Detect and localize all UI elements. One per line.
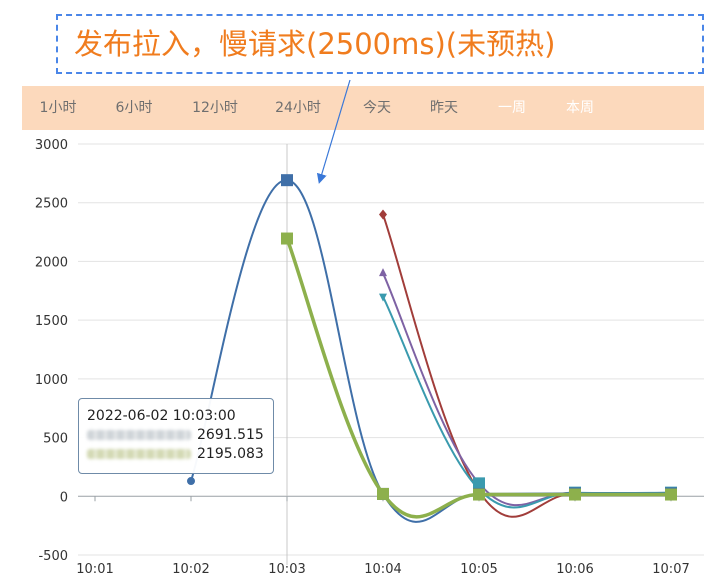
y-tick-label: 2000 (35, 255, 68, 270)
data-point (379, 268, 387, 277)
x-tick-label: 10:07 (652, 562, 689, 577)
data-point (569, 488, 581, 501)
title-box: 发布拉入，慢请求(2500ms)(未预热) (56, 14, 704, 74)
data-point (187, 477, 195, 486)
tooltip-row-1: 2691.515 (87, 426, 265, 445)
tooltip-series-name-redacted (87, 449, 191, 459)
range-tab-5[interactable]: 昨天 (430, 100, 458, 116)
series-line (382, 296, 672, 509)
range-tab-2[interactable]: 12小时 (192, 100, 238, 116)
x-tick-label: 10:03 (268, 562, 305, 577)
tooltip-series-name-redacted (87, 430, 191, 440)
range-tab-7[interactable]: 本周 (566, 100, 594, 116)
grid (78, 143, 704, 565)
y-tick-label: 1000 (35, 373, 68, 388)
y-tick-label: 2500 (35, 197, 68, 212)
y-tick-label: 3000 (35, 138, 68, 153)
range-tab-3[interactable]: 24小时 (275, 100, 321, 116)
range-tab-1[interactable]: 6小时 (115, 100, 153, 116)
range-tab-6[interactable]: 一周 (498, 100, 526, 116)
x-tick-label: 10:06 (556, 562, 593, 577)
series-line (382, 214, 672, 518)
series-line (382, 272, 672, 507)
chart-title: 发布拉入，慢请求(2500ms)(未预热) (74, 26, 556, 61)
annotation-arrow (316, 79, 351, 184)
tooltip-value-1: 2691.515 (197, 427, 264, 443)
tooltip-time: 2022-06-02 10:03:00 (87, 408, 236, 424)
tooltip-value-2: 2195.083 (197, 446, 264, 462)
data-point (379, 209, 387, 220)
range-tab-0[interactable]: 1小时 (39, 100, 77, 116)
x-tick-label: 10:05 (460, 562, 497, 577)
tooltip-row-2: 2195.083 (87, 445, 265, 464)
axes: 3000 2500 2000 1500 1000 500 0 -500 10:01 10:02 10… (35, 138, 690, 577)
range-tab-4[interactable]: 今天 (363, 100, 391, 116)
data-point (473, 488, 485, 501)
time-range-bar: 1小时 6小时 12小时 24小时 今天 昨天 一周 本周 (22, 86, 704, 130)
x-tick-label: 10:02 (172, 562, 209, 577)
x-tick-label: 10:04 (364, 562, 401, 577)
data-point (281, 232, 293, 245)
data-point (281, 174, 293, 187)
data-point (665, 488, 677, 501)
data-point (379, 293, 387, 302)
series-line (285, 237, 671, 519)
series (187, 174, 677, 523)
y-tick-label: -500 (38, 549, 68, 564)
y-tick-label: 0 (60, 490, 68, 505)
data-point (377, 487, 389, 500)
y-tick-label: 1500 (35, 314, 68, 329)
tooltip: 2022-06-02 10:03:00 2691.515 2195.083 (78, 398, 274, 474)
x-tick-label: 10:01 (76, 562, 113, 577)
y-tick-label: 500 (43, 432, 68, 447)
